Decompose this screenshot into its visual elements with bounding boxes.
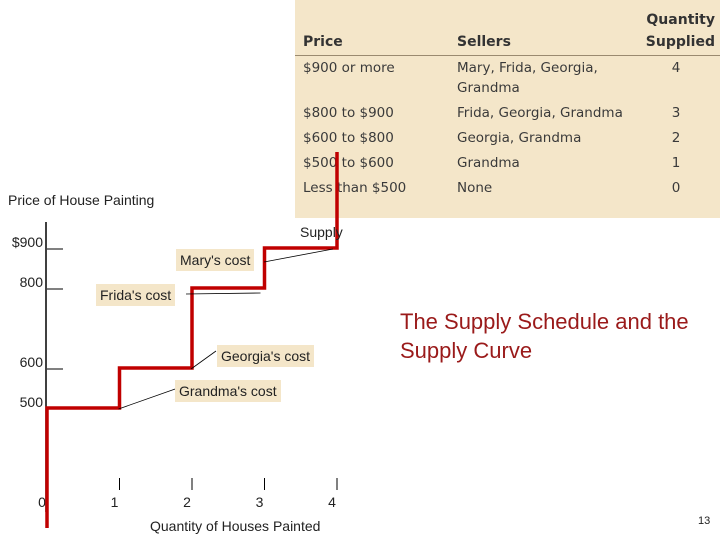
annotation-leader-line (185, 292, 261, 295)
row-sellers: Georgia, Grandma (457, 130, 582, 146)
header-sellers: Sellers (457, 34, 511, 50)
y-axis-label: Price of House Painting (8, 192, 155, 208)
row-sellers: Grandma (457, 155, 520, 171)
slide-title: The Supply Schedule and the Supply Curve (400, 309, 689, 363)
row-price: Less than $500 (303, 180, 407, 196)
annotation-leader-line (190, 350, 217, 370)
row-price: $600 to $800 (303, 130, 394, 146)
row-quantity: 3 (671, 105, 681, 121)
row-price: $500 to $600 (303, 155, 394, 171)
header-quantity-line1: Quantity (646, 12, 715, 28)
row-quantity: 1 (671, 155, 681, 171)
row-price: $900 or more (303, 60, 395, 76)
annotation-leader-line (118, 387, 179, 410)
header-quantity-line2: Supplied (645, 34, 715, 50)
x-axis-label: Quantity of Houses Painted (150, 518, 321, 534)
annotation-georgias-cost: Georgia's cost (217, 345, 315, 367)
row-sellers: Frida, Georgia, Grandma (457, 105, 623, 121)
table-divider (295, 55, 720, 56)
x-tick-label: 4 (328, 494, 336, 510)
annotation-grandmas-cost: Grandma's cost (175, 380, 281, 402)
supply-schedule-table: Price Sellers Quantity Supplied $900 or … (295, 0, 720, 218)
row-sellers: Mary, Frida, Georgia, (457, 60, 598, 76)
annotation-leader-line (263, 248, 334, 263)
row-price: $800 to $900 (303, 105, 394, 121)
supply-curve-line (45, 152, 339, 528)
y-tick-label: $900 (12, 234, 43, 250)
slide-number: 13 (698, 515, 711, 527)
y-tick-label: 600 (20, 354, 44, 370)
annotation-fridas-cost: Frida's cost (96, 284, 176, 306)
header-price: Price (303, 34, 343, 50)
x-tick-label: 3 (256, 494, 264, 510)
x-tick-label: 0 (38, 494, 46, 510)
x-tick-label: 2 (183, 494, 191, 510)
row-quantity: 2 (671, 130, 681, 146)
row-sellers-cont: Grandma (457, 80, 520, 96)
y-tick-label: 800 (20, 274, 44, 290)
row-sellers: None (457, 180, 493, 196)
row-quantity: 4 (671, 60, 681, 76)
series-label-supply: Supply (300, 224, 343, 240)
y-tick-label: 500 (20, 394, 44, 410)
annotation-marys-cost: Mary's cost (176, 249, 255, 271)
row-quantity: 0 (671, 180, 681, 196)
x-tick-label: 1 (111, 494, 119, 510)
